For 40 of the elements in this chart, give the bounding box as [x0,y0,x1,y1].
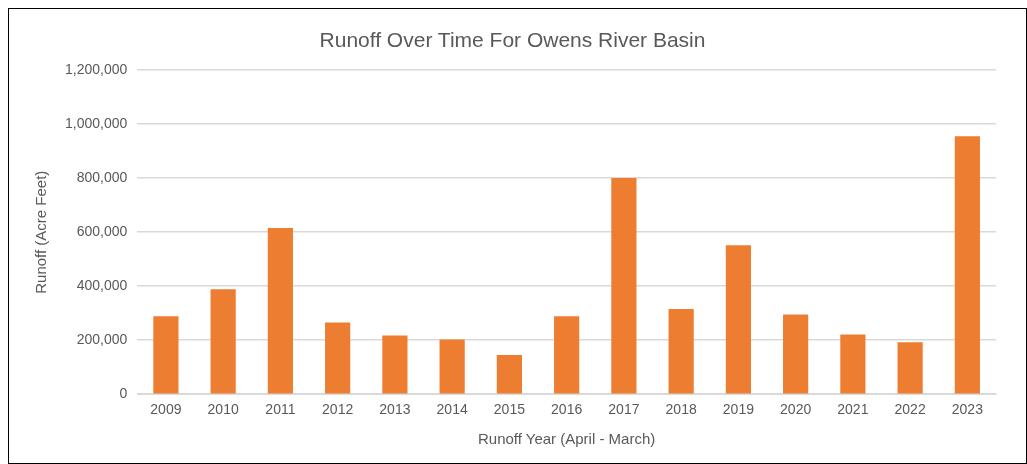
y-tick-label: 1,000,000 [64,115,128,132]
x-tick-label: 2021 [837,401,869,418]
x-tick-label: 2014 [436,401,468,418]
x-tick-label: 2010 [207,401,239,418]
chart-title: Runoff Over Time For Owens River Basin [319,28,706,52]
bar [153,316,179,394]
bar [840,334,866,394]
bar [725,245,751,394]
x-tick-label: 2022 [894,401,926,418]
bar [439,339,465,394]
x-tick-label: 2013 [379,401,411,418]
x-tick-label: 2023 [951,401,984,418]
bar [267,227,293,394]
bar [382,335,408,394]
y-tick-label: 1,200,000 [64,61,128,78]
x-tick-label: 2018 [665,401,697,418]
x-tick-label: 2009 [150,401,182,418]
bar [210,289,236,394]
y-tick-label: 600,000 [76,223,128,240]
bar [496,355,522,394]
x-tick-label: 2019 [722,401,755,418]
bar [783,314,809,394]
bar [897,342,923,394]
x-tick-label: 2015 [493,401,526,418]
x-tick-label: 2017 [608,401,640,418]
x-tick-label: 2020 [780,401,812,418]
bar [554,316,580,394]
x-tick-label: 2011 [265,401,296,418]
bar [325,322,351,394]
y-tick-label: 800,000 [76,169,128,186]
bar [954,136,980,394]
bar [668,308,694,394]
x-tick-label: 2012 [322,401,354,418]
x-tick-label: 2016 [551,401,583,418]
x-axis-title: Runoff Year (April - March) [477,430,656,448]
y-tick-label: 0 [119,385,128,402]
y-tick-label: 400,000 [76,277,128,294]
y-tick-label: 200,000 [76,331,128,348]
bar [611,177,637,394]
y-axis-title: Runoff (Acre Feet) [32,170,50,294]
